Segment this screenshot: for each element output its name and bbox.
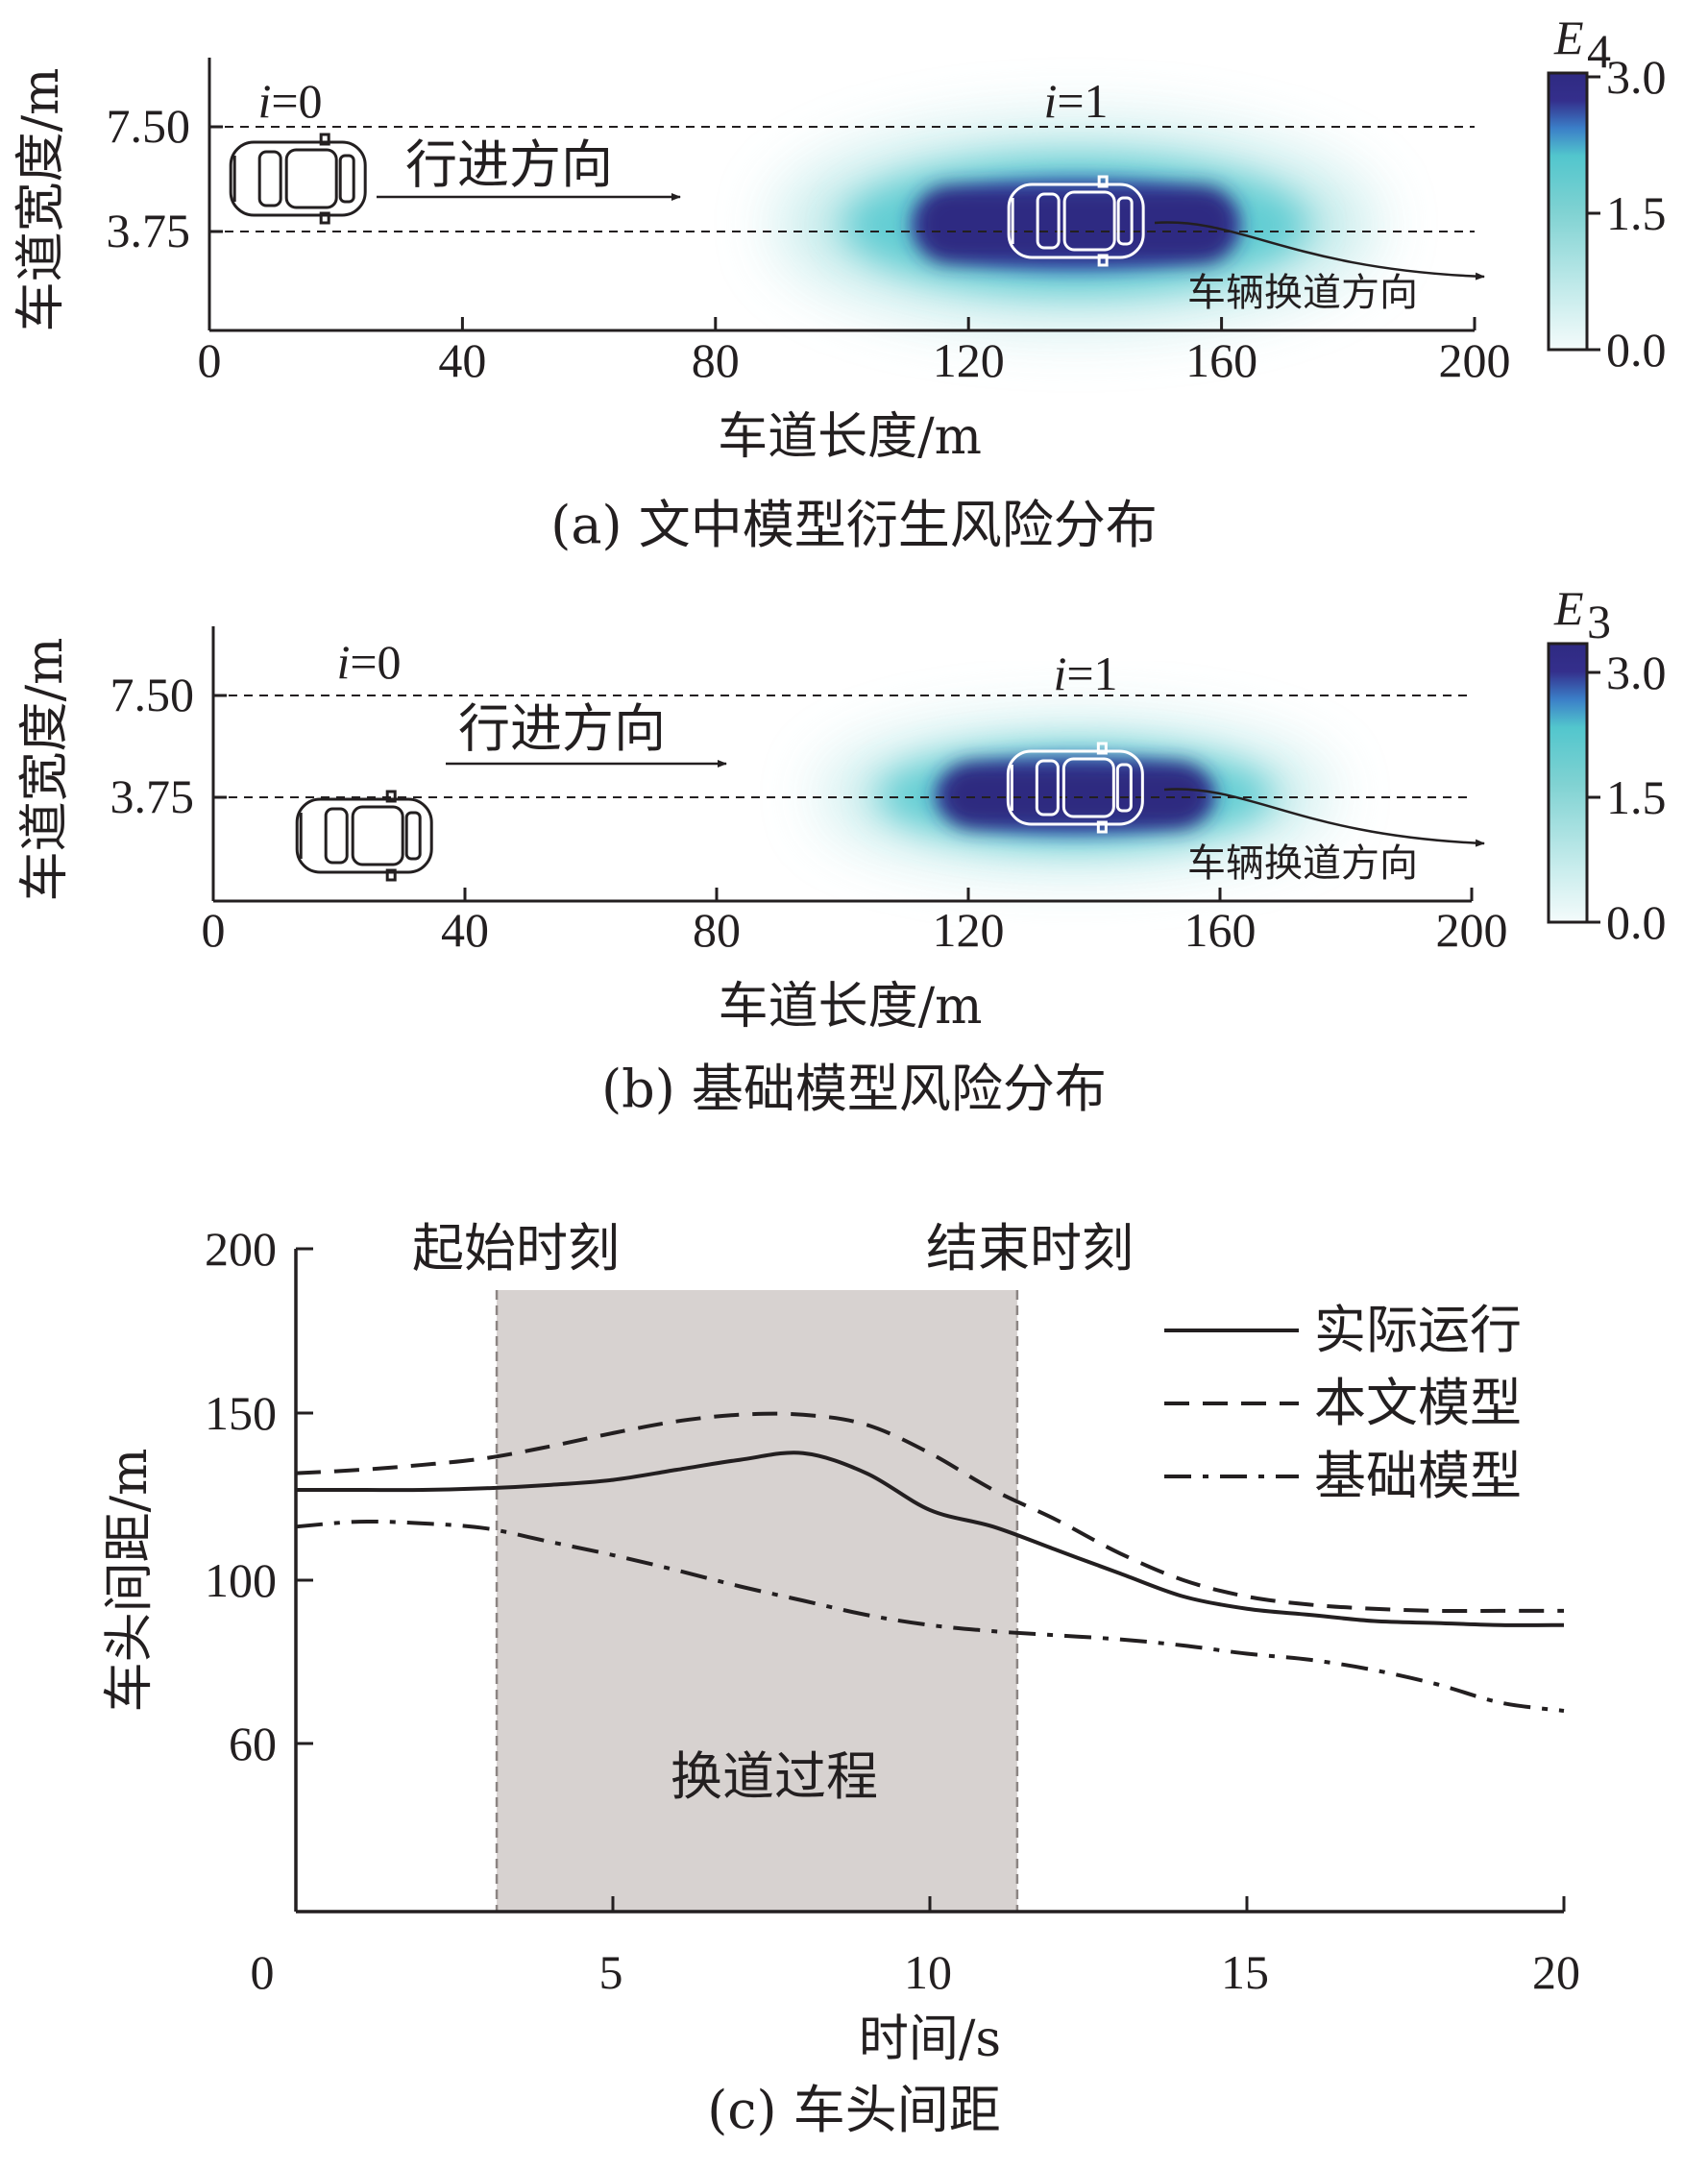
x-tick-label: 40 [438, 333, 486, 387]
shaded-region-label: 换道过程 [671, 1746, 878, 1807]
colorbar-label: E [1553, 11, 1584, 64]
direction-label: 行进方向 [458, 698, 666, 759]
y-axis-title: 车头间距/m [101, 1449, 159, 1713]
y-tick-label: 3.75 [107, 204, 191, 257]
colorbar-label-subscript: 3 [1587, 595, 1611, 648]
x-tick-label: 80 [693, 903, 741, 957]
legend-label: 实际运行 [1314, 1300, 1522, 1360]
x-tick-label: 0 [202, 903, 226, 957]
x-axis-title: 时间/s [859, 2011, 1001, 2068]
colorbar-tick-label: 3.0 [1606, 646, 1667, 699]
colorbar-tick-label: 0.0 [1606, 323, 1667, 377]
y-tick-label: 60 [229, 1717, 277, 1770]
x-tick-label: 80 [692, 333, 740, 387]
x-tick-label: 160 [1185, 333, 1257, 387]
x-tick-label: 0 [251, 1945, 275, 1999]
vehicle-0 [231, 134, 365, 223]
colorbar-label: E [1553, 581, 1584, 635]
x-tick-label: 5 [599, 1945, 623, 1999]
x-tick-label: 15 [1221, 1945, 1269, 1999]
x-tick-label: 200 [1436, 903, 1508, 957]
vehicle-label: i=1 [1053, 646, 1117, 700]
x-tick-label: 120 [933, 903, 1005, 957]
legend-label: 本文模型 [1314, 1373, 1522, 1433]
vehicle-label: i=1 [1043, 74, 1108, 128]
end-label: 结束时刻 [926, 1218, 1134, 1279]
colorbar-tick-label: 3.0 [1606, 50, 1667, 104]
x-tick-label: 120 [933, 333, 1005, 387]
x-tick-label: 20 [1532, 1945, 1580, 1999]
y-tick-label: 100 [205, 1553, 277, 1607]
x-tick-label: 0 [198, 333, 222, 387]
start-label: 起始时刻 [412, 1218, 620, 1279]
risk-panel-a: 0 40 80 120 160 200 7.50 3.75 车道长度/m 车道宽度/m (a) 文中… [12, 11, 1667, 555]
x-axis-title: 车道长度/m [719, 978, 983, 1036]
direction-label: 行进方向 [405, 134, 613, 195]
x-tick-label: 40 [441, 903, 489, 957]
x-tick-label: 10 [904, 1945, 952, 1999]
y-tick-label: 7.50 [107, 99, 191, 153]
colorbar-tick-label: 1.5 [1606, 770, 1667, 824]
y-tick-label: 150 [205, 1386, 277, 1440]
panel-caption: (b) 基础模型风险分布 [601, 1059, 1107, 1119]
risk-panel-b: 0 40 80 120 160 200 7.50 3.75 车道长度/m 车道宽度/m (b) 基础… [16, 581, 1667, 1119]
y-axis-title: 车道宽度/m [16, 638, 74, 902]
panel-caption: (c) 车头间距 [707, 2080, 1001, 2140]
panel-caption: (a) 文中模型衍生风险分布 [550, 495, 1158, 555]
vehicle-label: i=0 [336, 635, 401, 689]
lane-change-label: 车辆换道方向 [1187, 271, 1418, 315]
x-axis-title: 车道长度/m [718, 408, 982, 466]
vehicle-0 [297, 792, 431, 880]
x-tick-label: 200 [1439, 333, 1511, 387]
legend-label: 基础模型 [1314, 1446, 1522, 1506]
y-tick-label: 3.75 [110, 769, 195, 823]
colorbar: 3.0 1.5 0.0 E 3 [1549, 581, 1667, 949]
lane-change-label: 车辆换道方向 [1187, 841, 1418, 886]
colorbar-tick-label: 0.0 [1606, 895, 1667, 949]
lane-change-region [497, 1290, 1017, 1912]
colorbar-tick-label: 1.5 [1606, 186, 1667, 240]
y-axis-title: 车道宽度/m [12, 68, 70, 332]
colorbar: 3.0 1.5 0.0 E 4 [1549, 11, 1667, 377]
y-tick-label: 7.50 [110, 668, 195, 721]
vehicle-label: i=0 [257, 74, 322, 128]
colorbar-label-subscript: 4 [1587, 24, 1611, 78]
x-tick-label: 160 [1184, 903, 1257, 957]
y-tick-label: 200 [205, 1222, 277, 1276]
